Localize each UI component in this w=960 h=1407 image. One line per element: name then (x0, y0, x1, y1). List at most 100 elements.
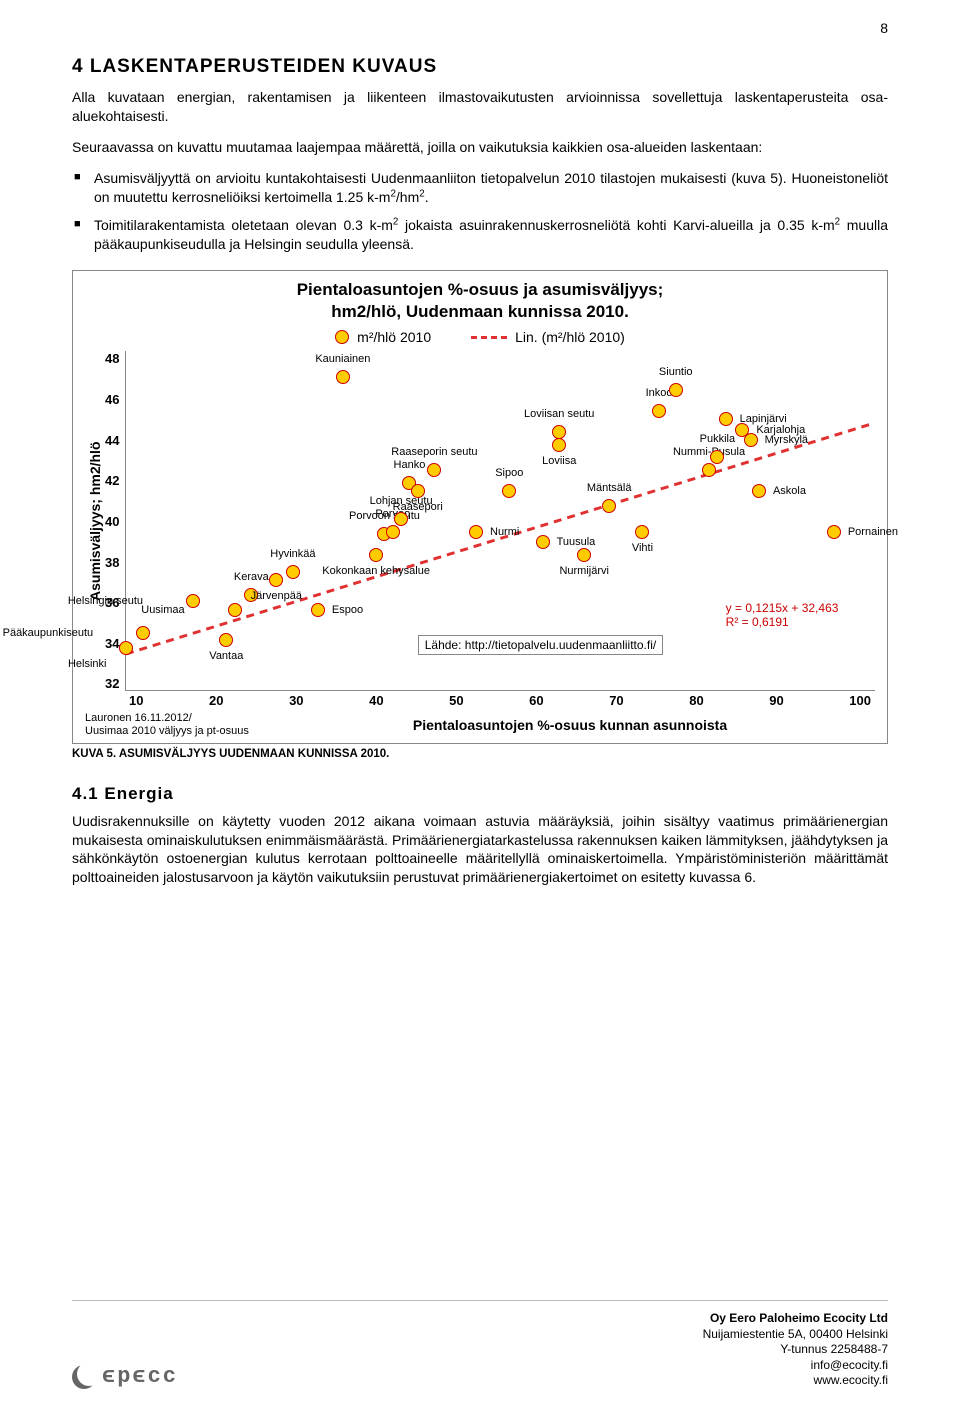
chart-point-label: Vantaa (209, 650, 243, 662)
chart-point (752, 484, 766, 498)
chart-point (269, 573, 283, 587)
page-footer: ϵpϵcc Oy Eero Paloheimo Ecocity Ltd Nuij… (72, 1300, 888, 1389)
footer-address: Nuijamiestentie 5A, 00400 Helsinki (703, 1327, 888, 1343)
chart-point-label: Sipoo (495, 467, 523, 479)
chart-point-label: Vihti (632, 542, 653, 554)
x-tick: 70 (609, 693, 623, 708)
chart-title-l1: Pientaloasuntojen %-osuus ja asumisväljy… (297, 280, 664, 299)
y-tick: 42 (105, 473, 119, 488)
chart-point (536, 535, 550, 549)
chart-point-label: Espoo (332, 604, 363, 616)
chart-point-label: Pukkila (700, 433, 735, 445)
chart-footnote: Lauronen 16.11.2012/ Uusimaa 2010 väljyy… (85, 712, 265, 736)
footer-web: www.ecocity.fi (703, 1373, 888, 1389)
chart-point-label: Loviisa (542, 455, 576, 467)
chart-point-label: Nurmijärvi (559, 565, 609, 577)
section-heading: 4 LASKENTAPERUSTEIDEN KUVAUS (72, 56, 888, 78)
x-tick: 20 (209, 693, 223, 708)
x-tick: 30 (289, 693, 303, 708)
x-tick: 60 (529, 693, 543, 708)
x-tick: 80 (689, 693, 703, 708)
chart-point-label: Loviisan seutu (524, 408, 594, 420)
chart-point (577, 548, 591, 562)
chart-point-label: Raasepori (393, 501, 443, 513)
legend-trend: Lin. (m²/hlö 2010) (471, 329, 625, 345)
intro-paragraph: Alla kuvataan energian, rakentamisen ja … (72, 88, 888, 126)
bullet2-part-b: jokaista asuinrakennuskerrosneliötä koht… (398, 217, 834, 233)
x-axis-row: Lauronen 16.11.2012/ Uusimaa 2010 väljyy… (85, 712, 875, 736)
chart-point-label: Myrskylä (765, 434, 808, 446)
chart-point-label: Siuntio (659, 366, 693, 378)
bullet-item-1: Asumisväljyyttä on arvioitu kuntakohtais… (72, 169, 888, 207)
footer-contact: Oy Eero Paloheimo Ecocity Ltd Nuijamiest… (703, 1311, 888, 1389)
chart-point (502, 484, 516, 498)
chart-point (427, 463, 441, 477)
chart-eq1: y = 0,1215x + 32,463 (726, 601, 839, 615)
y-axis-ticks: 484644424038363432 (105, 351, 125, 691)
chart-legend: m²/hlö 2010 Lin. (m²/hlö 2010) (85, 329, 875, 345)
figure-caption: KUVA 5. ASUMISVÄLJYYS UUDENMAAN KUNNISSA… (72, 748, 888, 760)
subsection-heading: 4.1 Energia (72, 784, 888, 804)
chart-point (311, 603, 325, 617)
legend-series-label: m²/hlö 2010 (357, 329, 431, 345)
chart-point-label: Helsinki (68, 658, 107, 670)
chart-point (744, 433, 758, 447)
chart-source-box: Lähde: http://tietopalvelu.uudenmaanliit… (418, 635, 664, 655)
bullet-list: Asumisväljyyttä on arvioitu kuntakohtais… (72, 169, 888, 255)
plot-area: Lähde: http://tietopalvelu.uudenmaanliit… (125, 351, 875, 691)
chart-equation: y = 0,1215x + 32,463 R² = 0,6191 (726, 601, 839, 629)
chart-point-label: Mäntsälä (587, 482, 632, 494)
chart-point-label: Kauniainen (315, 353, 370, 365)
x-tick: 100 (849, 693, 871, 708)
x-tick: 90 (769, 693, 783, 708)
y-tick: 40 (105, 514, 119, 529)
chart-point-label: Kokonkaan kehysalue (322, 565, 430, 577)
chart-point-label: Pornainen (848, 526, 898, 538)
chart-point-label: Tuusula (557, 536, 596, 548)
chart-point (669, 383, 683, 397)
logo-text: ϵpϵcc (102, 1364, 178, 1389)
chart-point (652, 404, 666, 418)
chart-point-label: Askola (773, 485, 806, 497)
footer-logo: ϵpϵcc (72, 1364, 178, 1389)
chart-point (394, 512, 408, 526)
chart-footnote-l1: Lauronen 16.11.2012/ (85, 712, 192, 724)
chart-point-label: Uusimaa (141, 604, 184, 616)
chart-point (827, 525, 841, 539)
y-tick: 38 (105, 555, 119, 570)
y-axis-label: Asumisväljyys; hm2/hlö (85, 351, 105, 691)
x-tick: 50 (449, 693, 463, 708)
chart-point (336, 370, 350, 384)
footer-email: info@ecocity.fi (703, 1358, 888, 1374)
chart-title: Pientaloasuntojen %-osuus ja asumisväljy… (85, 279, 875, 323)
footer-vat: Y-tunnus 2258488-7 (703, 1342, 888, 1358)
chart-point-label: Nurmi (490, 526, 519, 538)
chart-point (411, 484, 425, 498)
bullet1-part-b: /hm (396, 189, 419, 205)
chart-footnote-l2: Uusimaa 2010 väljyys ja pt-osuus (85, 725, 249, 737)
chart-point (228, 603, 242, 617)
bullet-item-2: Toimitilarakentamista oletetaan olevan 0… (72, 216, 888, 254)
chart-point-label: Raaseporin seutu (391, 446, 477, 458)
chart-point (369, 548, 383, 562)
x-axis-ticks: 102030405060708090100 (85, 693, 875, 708)
chart-point-label: Pääkaupunkiseutu (3, 627, 94, 639)
plot-wrap: Asumisväljyys; hm2/hlö 48464442403836343… (85, 351, 875, 691)
bullet2-part-a: Toimitilarakentamista oletetaan olevan 0… (94, 217, 393, 233)
page-number: 8 (880, 20, 888, 36)
chart-point-label: Nummi-Pusula (673, 446, 745, 458)
x-axis-label: Pientaloasuntojen %-osuus kunnan asunnoi… (265, 717, 875, 733)
logo-crescent-icon (72, 1365, 96, 1389)
chart-point (219, 633, 233, 647)
energy-paragraph: Uudisrakennuksille on käytetty vuoden 20… (72, 812, 888, 888)
legend-trend-label: Lin. (m²/hlö 2010) (515, 329, 625, 345)
chart-point (286, 565, 300, 579)
y-tick: 48 (105, 351, 119, 366)
preamble-paragraph: Seuraavassa on kuvattu muutamaa laajempa… (72, 138, 888, 157)
chart-title-l2: hm2/hlö, Uudenmaan kunnissa 2010. (331, 302, 629, 321)
chart-point (119, 641, 133, 655)
chart-point (702, 463, 716, 477)
footer-company: Oy Eero Paloheimo Ecocity Ltd (703, 1311, 888, 1327)
chart-point (469, 525, 483, 539)
x-tick: 10 (129, 693, 143, 708)
